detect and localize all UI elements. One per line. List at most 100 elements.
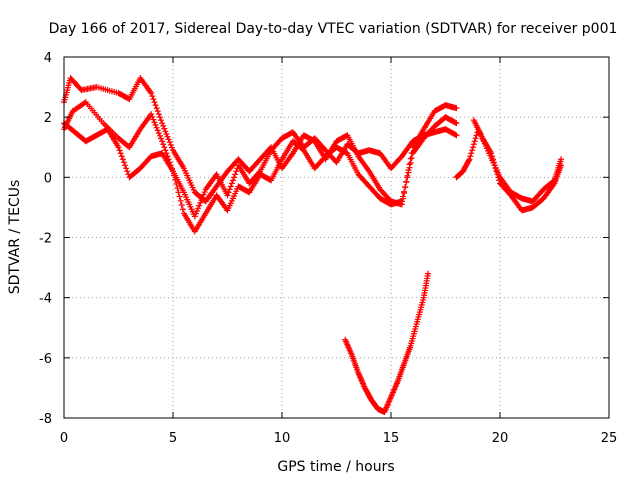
data-points	[61, 75, 565, 415]
data-point	[81, 100, 88, 107]
data-point	[467, 153, 474, 160]
data-point	[398, 198, 405, 205]
data-point	[154, 108, 161, 115]
data-point	[123, 165, 130, 172]
y-tick-label: -4	[39, 292, 52, 307]
data-point	[191, 213, 198, 220]
chart-title: Day 166 of 2017, Sidereal Day-to-day VTE…	[49, 21, 618, 37]
data-point	[151, 119, 158, 126]
data-point	[493, 168, 500, 175]
series-track-c	[61, 120, 460, 220]
data-point	[116, 147, 123, 154]
data-point	[163, 131, 170, 138]
data-point	[160, 141, 167, 148]
data-point	[228, 180, 235, 187]
data-point	[164, 133, 171, 140]
data-point	[150, 96, 157, 103]
data-point	[403, 179, 410, 186]
data-point	[471, 138, 478, 145]
y-tick-label: -2	[39, 232, 52, 247]
y-tick-label: 2	[44, 111, 52, 126]
data-point	[149, 113, 156, 120]
x-tick-label: 0	[60, 431, 68, 446]
data-point	[153, 124, 160, 131]
data-point	[469, 144, 476, 151]
x-tick-label: 5	[169, 431, 177, 446]
data-point	[197, 199, 204, 206]
data-point	[118, 153, 125, 160]
x-axis-label: GPS time / hours	[277, 459, 394, 475]
data-point	[405, 169, 412, 176]
series-track-e	[470, 117, 565, 214]
data-point	[119, 156, 126, 163]
data-point	[452, 131, 459, 138]
data-point	[166, 139, 173, 146]
data-point	[201, 189, 208, 196]
data-point	[256, 169, 263, 176]
data-point	[148, 111, 155, 118]
data-point	[231, 174, 238, 181]
data-point	[407, 159, 414, 166]
data-point	[148, 90, 155, 97]
data-point	[192, 210, 199, 217]
data-point	[496, 177, 503, 184]
data-point	[196, 202, 203, 209]
data-point	[408, 155, 415, 162]
y-tick-label: -8	[39, 412, 52, 427]
data-point	[469, 147, 476, 154]
data-point	[425, 270, 432, 277]
data-point	[229, 177, 236, 184]
data-point	[161, 125, 168, 132]
data-point	[193, 208, 200, 215]
data-point	[151, 99, 158, 106]
data-point	[77, 85, 84, 92]
data-point	[488, 150, 495, 157]
grid-lines	[64, 57, 609, 418]
data-point	[160, 122, 167, 129]
data-point	[167, 141, 174, 148]
axis-ticks: 0 5 10 15 20 25 -8 -6 -4 -2 0 2 4	[39, 51, 617, 446]
data-point	[406, 164, 413, 171]
data-point	[168, 144, 175, 151]
data-point	[489, 153, 496, 160]
data-point	[558, 156, 565, 163]
data-point	[491, 162, 498, 169]
data-point	[399, 193, 406, 200]
data-point	[179, 206, 186, 213]
data-point	[490, 159, 497, 166]
data-point	[233, 168, 240, 175]
data-point	[122, 162, 129, 169]
data-point	[494, 171, 501, 178]
data-point	[115, 144, 122, 151]
data-point	[152, 102, 159, 109]
data-point	[175, 189, 182, 196]
data-point	[465, 157, 472, 164]
data-point	[226, 186, 233, 193]
data-point	[162, 147, 169, 154]
data-point	[159, 138, 166, 145]
data-point	[452, 119, 459, 126]
y-tick-label: 4	[44, 51, 52, 66]
data-point	[558, 162, 565, 169]
data-point	[227, 183, 234, 190]
data-point	[158, 117, 165, 124]
data-point	[155, 130, 162, 137]
data-point	[199, 194, 206, 201]
x-tick-label: 10	[274, 431, 291, 446]
data-point	[156, 114, 163, 121]
data-point	[466, 156, 473, 163]
data-point	[224, 192, 231, 199]
data-point	[153, 105, 160, 112]
data-point	[159, 120, 166, 127]
data-point	[402, 183, 409, 190]
data-point	[195, 205, 202, 212]
data-point	[453, 105, 460, 112]
y-axis-label: SDTVAR / TECUs	[7, 180, 23, 295]
data-point	[453, 132, 460, 139]
data-point	[401, 188, 408, 195]
data-point	[152, 121, 159, 128]
data-point	[150, 116, 157, 123]
data-point	[495, 174, 502, 181]
